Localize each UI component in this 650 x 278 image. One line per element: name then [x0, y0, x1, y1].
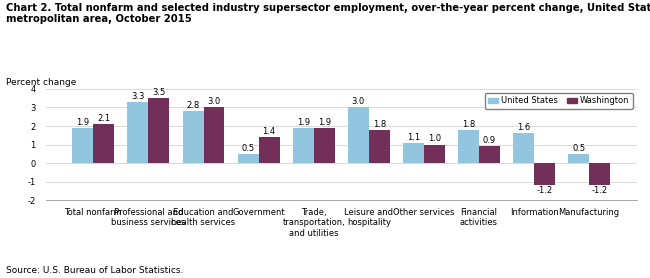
Bar [127, 102, 148, 163]
Text: 0.5: 0.5 [572, 144, 585, 153]
Text: 1.9: 1.9 [296, 118, 310, 127]
Text: 1.9: 1.9 [76, 118, 90, 127]
Text: 0.9: 0.9 [483, 136, 496, 145]
Bar [568, 154, 589, 163]
Text: Source: U.S. Bureau of Labor Statistics.: Source: U.S. Bureau of Labor Statistics. [6, 266, 184, 275]
Text: 0.5: 0.5 [242, 144, 255, 153]
Text: 1.1: 1.1 [407, 133, 420, 142]
Text: Chart 2. Total nonfarm and selected industry supersector employment, over-the-ye: Chart 2. Total nonfarm and selected indu… [6, 3, 650, 24]
Bar [148, 98, 170, 163]
Text: 3.3: 3.3 [131, 92, 145, 101]
Text: 1.8: 1.8 [462, 120, 475, 129]
Bar [479, 147, 500, 163]
Bar [94, 124, 114, 163]
Bar [458, 130, 479, 163]
Text: 1.0: 1.0 [428, 135, 441, 143]
Bar [259, 137, 280, 163]
Text: 1.9: 1.9 [318, 118, 331, 127]
Bar [534, 163, 555, 185]
Text: -1.2: -1.2 [592, 187, 608, 195]
Bar [589, 163, 610, 185]
Text: 1.6: 1.6 [517, 123, 530, 132]
Bar [348, 108, 369, 163]
Bar [424, 145, 445, 163]
Text: 1.8: 1.8 [372, 120, 386, 129]
Bar [369, 130, 390, 163]
Text: -1.2: -1.2 [536, 187, 552, 195]
Bar [183, 111, 203, 163]
Text: Percent change: Percent change [6, 78, 77, 87]
Text: 3.5: 3.5 [152, 88, 166, 97]
Bar [314, 128, 335, 163]
Bar [403, 143, 424, 163]
Text: 3.0: 3.0 [207, 97, 220, 106]
Text: 2.8: 2.8 [187, 101, 200, 110]
Bar [72, 128, 94, 163]
Legend: United States, Washington: United States, Washington [485, 93, 633, 109]
Text: 3.0: 3.0 [352, 97, 365, 106]
Bar [203, 108, 224, 163]
Text: 2.1: 2.1 [98, 114, 111, 123]
Bar [238, 154, 259, 163]
Text: 1.4: 1.4 [263, 127, 276, 136]
Bar [292, 128, 314, 163]
Bar [513, 133, 534, 163]
